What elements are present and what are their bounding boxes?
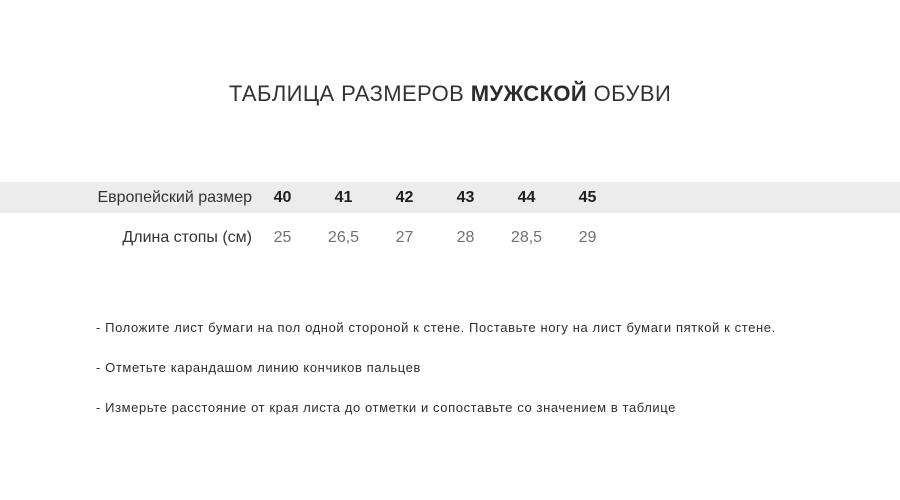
instruction-line-1: - Положите лист бумаги на пол одной стор… xyxy=(96,320,776,335)
size-cell: 42 xyxy=(395,188,414,206)
row-label-foot-length: Длина стопы (см) xyxy=(122,228,252,246)
instruction-line-3: - Измерьте расстояние от края листа до о… xyxy=(96,400,677,415)
size-cell: 40 xyxy=(273,188,292,206)
length-cell: 25 xyxy=(273,228,292,246)
table-row-foot-length: Длина стопы (см) 25 26,5 27 28 28,5 29 xyxy=(0,222,900,253)
length-cell: 27 xyxy=(395,228,414,246)
size-cell: 43 xyxy=(456,188,475,206)
title-prefix: ТАБЛИЦА РАЗМЕРОВ xyxy=(228,81,471,106)
size-cell: 41 xyxy=(334,188,353,206)
instruction-line-2: - Отметьте карандашом линию кончиков пал… xyxy=(96,360,421,375)
title-highlight: МУЖСКОЙ xyxy=(470,81,588,106)
title-suffix: ОБУВИ xyxy=(587,81,672,106)
size-cell: 45 xyxy=(578,188,597,206)
length-cell: 28,5 xyxy=(510,228,543,246)
measurement-instructions: - Положите лист бумаги на пол одной стор… xyxy=(96,320,856,440)
size-table: Европейский размер 40 41 42 43 44 45 Дли… xyxy=(0,182,900,253)
size-cell: 44 xyxy=(517,188,536,206)
length-cell: 26,5 xyxy=(327,228,360,246)
page-title: ТАБЛИЦА РАЗМЕРОВ МУЖСКОЙ ОБУВИ xyxy=(0,82,900,106)
length-cell: 28 xyxy=(456,228,475,246)
row-label-european-size: Европейский размер xyxy=(97,188,252,206)
length-cell: 29 xyxy=(578,228,597,246)
table-row-european-size: Европейский размер 40 41 42 43 44 45 xyxy=(0,182,900,213)
